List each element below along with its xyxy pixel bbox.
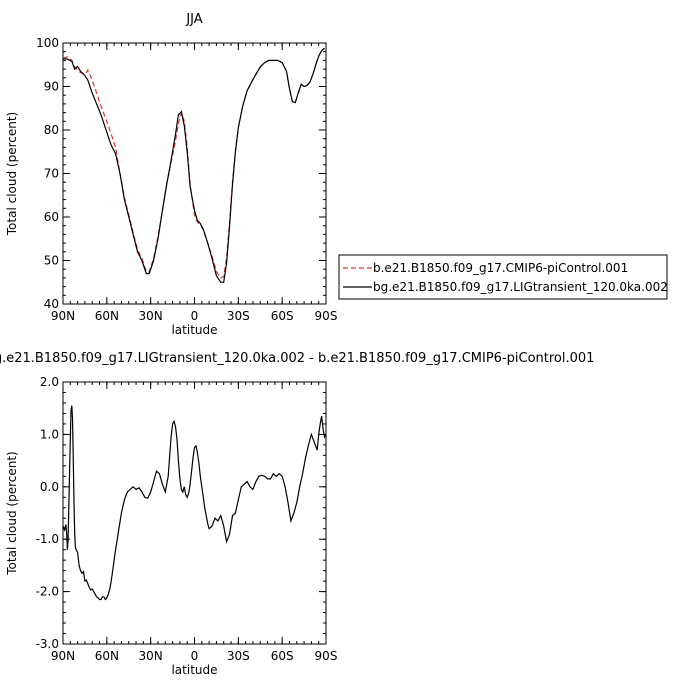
- top-y-axis-label: Total cloud (percent): [5, 112, 19, 236]
- bottom-chart-title: bg.e21.B1850.f09_g17.LIGtransient_120.0k…: [0, 351, 594, 366]
- bottom-panel: bg.e21.B1850.f09_g17.LIGtransient_120.0k…: [0, 351, 594, 677]
- bottom-series-line-0: [63, 405, 326, 601]
- top-plot-frame: [62, 42, 327, 305]
- legend-box: [338, 254, 668, 300]
- top-series-line-1: [63, 47, 325, 283]
- top-x-tick-label: 90S: [315, 309, 338, 323]
- bottom-plot-frame: [62, 381, 327, 645]
- top-x-tick-label: 90N: [51, 309, 75, 323]
- top-x-tick-label: 30N: [139, 309, 163, 323]
- bottom-x-tick-label: 90N: [51, 649, 75, 663]
- bottom-x-tick-label: 60S: [271, 649, 294, 663]
- bottom-x-tick-label: 0: [191, 649, 199, 663]
- top-y-tick-label: 60: [44, 210, 59, 224]
- top-y-tick-label: 70: [44, 167, 59, 181]
- top-x-tick-label: 60N: [95, 309, 119, 323]
- bottom-y-tick-label: 2.0: [40, 375, 59, 389]
- bottom-x-tick-label: 90S: [315, 649, 338, 663]
- bottom-x-tick-label: 60N: [95, 649, 119, 663]
- top-y-tick-label: 100: [36, 36, 59, 50]
- bottom-x-tick-label: 30S: [227, 649, 250, 663]
- bottom-x-axis-label: latitude: [171, 663, 217, 677]
- top-y-tick-label: 80: [44, 123, 59, 137]
- top-x-tick-label: 0: [191, 309, 199, 323]
- top-chart-title: JJA: [185, 12, 202, 27]
- bottom-y-axis-label: Total cloud (percent): [5, 451, 19, 575]
- top-y-tick-label: 40: [44, 297, 59, 311]
- legend-label-LIGtransient: bg.e21.B1850.f09_g17.LIGtransient_120.0k…: [373, 280, 668, 294]
- legend-label-piControl: b.e21.B1850.f09_g17.CMIP6-piControl.001: [373, 261, 628, 275]
- bottom-y-tick-label: -2.0: [36, 585, 59, 599]
- bottom-y-tick-label: -1.0: [36, 532, 59, 546]
- top-x-axis-label: latitude: [171, 323, 217, 337]
- bottom-y-tick-label: 0.0: [40, 480, 59, 494]
- top-y-tick-label: 90: [44, 80, 59, 94]
- top-y-tick-label: 50: [44, 254, 59, 268]
- top-x-tick-label: 30S: [227, 309, 250, 323]
- bottom-x-tick-label: 30N: [139, 649, 163, 663]
- top-panel: JJA latitude Total cloud (percent) 90N 60…: [5, 12, 337, 337]
- top-legend: b.e21.B1850.f09_g17.CMIP6-piControl.001 …: [338, 254, 668, 300]
- top-series-line-0: [63, 47, 325, 279]
- bottom-y-tick-label: 1.0: [40, 427, 59, 441]
- bottom-y-tick-label: -3.0: [36, 637, 59, 651]
- top-x-tick-label: 60S: [271, 309, 294, 323]
